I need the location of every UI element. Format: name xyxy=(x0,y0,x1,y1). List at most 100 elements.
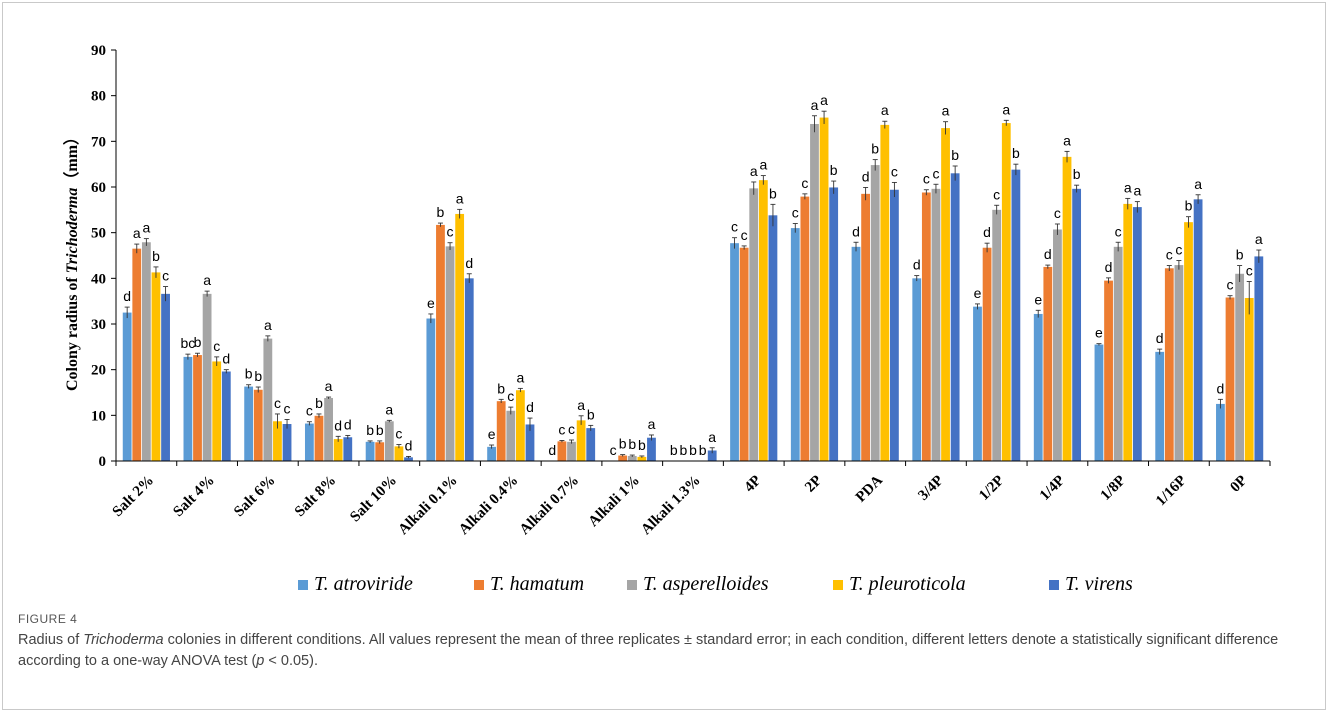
significance-letter: b xyxy=(619,436,627,452)
x-tick-label: 1/16P xyxy=(1153,473,1190,510)
significance-letter: b xyxy=(315,395,323,411)
significance-letter: a xyxy=(385,401,393,417)
significance-letter: b xyxy=(437,204,445,220)
significance-letter: b xyxy=(1185,198,1193,214)
bar xyxy=(304,423,314,461)
significance-letter: a xyxy=(203,272,211,288)
significance-letter: b xyxy=(152,248,160,264)
x-tick-label: Alkali 1.3% xyxy=(638,473,704,539)
legend-label: T. hamatum xyxy=(490,573,584,595)
bar xyxy=(749,188,759,461)
bar xyxy=(324,397,333,461)
bar xyxy=(557,441,567,461)
bar xyxy=(273,421,282,461)
bar xyxy=(1113,246,1123,461)
x-tick-label: 1/2P xyxy=(976,473,1007,504)
y-tick-label: 10 xyxy=(91,408,106,424)
significance-letter: a xyxy=(1133,183,1141,199)
bar xyxy=(941,128,950,461)
y-tick-label: 60 xyxy=(91,180,106,196)
y-tick-label: 80 xyxy=(91,89,106,105)
bar xyxy=(861,193,871,461)
bar xyxy=(426,318,436,461)
y-tick-label: 0 xyxy=(99,454,107,470)
significance-letter: d xyxy=(123,288,131,304)
significance-letter: d xyxy=(344,416,352,432)
bar xyxy=(768,215,778,461)
bar xyxy=(333,439,343,461)
y-tick-label: 70 xyxy=(91,134,106,150)
significance-letter: c xyxy=(741,227,748,243)
bar xyxy=(132,248,142,461)
significance-letter: b xyxy=(1012,145,1020,161)
bar xyxy=(212,361,222,461)
bar xyxy=(282,424,292,461)
bar xyxy=(202,293,212,461)
significance-letter: a xyxy=(881,102,889,118)
bar xyxy=(1104,280,1113,461)
bar xyxy=(221,371,231,461)
significance-letter: b xyxy=(254,368,262,384)
significance-letter: b xyxy=(497,380,505,396)
bar xyxy=(464,278,474,461)
bar xyxy=(1235,273,1245,461)
y-axis-label-unit: （mm） xyxy=(63,129,81,188)
significance-letter: a xyxy=(759,157,767,173)
bar xyxy=(790,228,800,461)
bar xyxy=(1254,256,1264,461)
significance-letter: e xyxy=(974,285,982,301)
bar xyxy=(1123,203,1133,461)
significance-letter: c xyxy=(993,186,1000,202)
significance-letter: c xyxy=(162,268,169,284)
significance-letter: c xyxy=(274,395,281,411)
significance-letter: d xyxy=(1156,330,1164,346)
y-tick-label: 90 xyxy=(91,43,106,59)
bar xyxy=(800,196,810,461)
bar xyxy=(525,424,535,461)
caption-p: p xyxy=(256,653,265,669)
bar xyxy=(445,246,455,461)
bar xyxy=(515,390,525,461)
bar xyxy=(739,247,749,461)
bar xyxy=(890,189,899,462)
bar xyxy=(183,356,193,461)
significance-letter: e xyxy=(1034,291,1042,307)
bar xyxy=(576,420,586,461)
significance-letter: c xyxy=(213,338,220,354)
significance-letter: b xyxy=(366,422,374,438)
bar xyxy=(912,278,922,461)
significance-letter: e xyxy=(427,295,435,311)
bar xyxy=(151,272,161,461)
y-axis-label-genus: Trichoderma xyxy=(64,188,81,274)
bar xyxy=(707,450,717,461)
significance-letter: b xyxy=(769,185,777,201)
significance-letter: c xyxy=(1166,247,1173,263)
significance-letter: b xyxy=(638,437,646,453)
significance-letter: c xyxy=(284,400,291,416)
significance-letter: c xyxy=(891,163,898,179)
significance-letter: a xyxy=(516,369,524,385)
x-tick-label: Salt 8% xyxy=(292,473,340,521)
bar xyxy=(141,242,151,461)
bar xyxy=(263,338,273,461)
significance-letter: c xyxy=(923,171,930,187)
significance-letter: d xyxy=(465,255,473,271)
significance-letter: d xyxy=(913,257,921,273)
significance-letter: c xyxy=(610,442,617,458)
bar xyxy=(950,173,960,462)
significance-letter: c xyxy=(1246,263,1253,279)
bar xyxy=(1062,156,1072,462)
x-tick-label: Salt 4% xyxy=(170,473,218,521)
bar xyxy=(365,441,375,461)
significance-letter: b xyxy=(245,366,253,382)
significance-letter: a xyxy=(142,220,150,236)
x-tick-label: PDA xyxy=(853,472,886,505)
significance-letter: a xyxy=(1255,231,1263,247)
legend-label: T. virens xyxy=(1065,573,1133,595)
significance-letter: b xyxy=(689,442,697,458)
x-tick-label: 4P xyxy=(741,473,764,496)
figure-label: FIGURE 4 xyxy=(18,612,78,626)
significance-letter: a xyxy=(708,429,716,445)
significance-letter: a xyxy=(456,190,464,206)
bar xyxy=(244,386,254,461)
